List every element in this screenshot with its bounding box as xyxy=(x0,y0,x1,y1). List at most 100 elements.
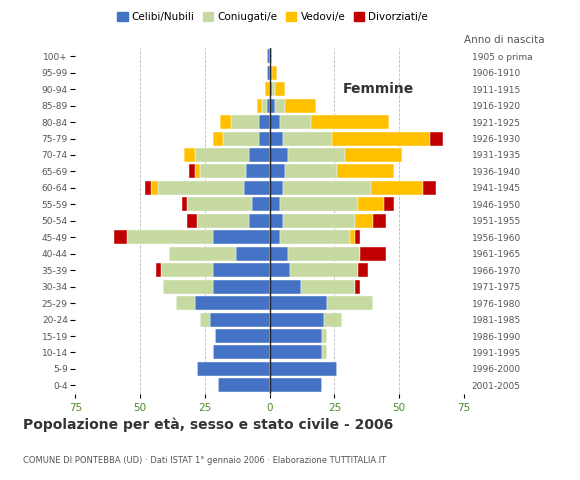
Bar xyxy=(355,280,360,294)
Bar xyxy=(151,181,158,195)
Bar xyxy=(182,197,187,211)
Bar xyxy=(176,296,194,310)
Bar xyxy=(270,230,280,244)
Bar xyxy=(285,98,316,113)
Bar xyxy=(272,66,277,80)
Bar xyxy=(270,165,285,179)
Bar xyxy=(270,98,275,113)
Bar xyxy=(213,346,270,360)
Bar xyxy=(355,230,360,244)
Bar xyxy=(327,296,374,310)
Bar xyxy=(210,312,270,326)
Bar xyxy=(270,263,291,277)
Bar xyxy=(311,115,389,129)
Bar xyxy=(321,346,327,360)
Bar xyxy=(282,214,355,228)
Bar xyxy=(213,263,270,277)
Bar xyxy=(146,181,151,195)
Bar xyxy=(358,263,368,277)
Bar xyxy=(270,247,288,261)
Bar xyxy=(231,115,259,129)
Bar xyxy=(301,280,355,294)
Bar xyxy=(218,378,270,392)
Bar xyxy=(164,280,213,294)
Bar xyxy=(337,165,394,179)
Bar xyxy=(270,197,280,211)
Bar xyxy=(194,165,200,179)
Bar xyxy=(270,346,321,360)
Bar xyxy=(270,280,301,294)
Bar xyxy=(430,132,443,145)
Bar xyxy=(267,98,270,113)
Bar xyxy=(161,263,213,277)
Bar xyxy=(324,312,342,326)
Text: COMUNE DI PONTEBBA (UD) · Dati ISTAT 1° gennaio 2006 · Elaborazione TUTTITALIA.I: COMUNE DI PONTEBBA (UD) · Dati ISTAT 1° … xyxy=(23,456,386,465)
Bar xyxy=(270,378,321,392)
Bar xyxy=(257,98,262,113)
Bar xyxy=(158,181,244,195)
Bar xyxy=(169,247,236,261)
Bar xyxy=(345,148,402,162)
Bar xyxy=(270,329,321,343)
Bar xyxy=(213,280,270,294)
Bar xyxy=(272,82,275,96)
Bar xyxy=(236,247,270,261)
Bar xyxy=(275,82,285,96)
Bar xyxy=(249,214,270,228)
Bar xyxy=(114,230,127,244)
Bar xyxy=(187,197,252,211)
Bar xyxy=(288,148,345,162)
Bar xyxy=(197,214,249,228)
Bar xyxy=(194,296,270,310)
Bar xyxy=(194,148,249,162)
Bar xyxy=(358,197,384,211)
Bar xyxy=(350,230,355,244)
Bar xyxy=(270,312,324,326)
Bar xyxy=(291,263,358,277)
Bar xyxy=(280,115,311,129)
Bar xyxy=(275,98,285,113)
Bar xyxy=(282,181,371,195)
Bar xyxy=(187,214,197,228)
Bar xyxy=(200,312,210,326)
Bar xyxy=(288,247,360,261)
Text: Anno di nascita: Anno di nascita xyxy=(464,35,545,45)
Text: Popolazione per età, sesso e stato civile - 2006: Popolazione per età, sesso e stato civil… xyxy=(23,418,393,432)
Bar xyxy=(262,98,267,113)
Bar xyxy=(270,66,272,80)
Bar xyxy=(244,181,270,195)
Bar xyxy=(213,132,223,145)
Bar xyxy=(190,165,194,179)
Bar xyxy=(374,214,386,228)
Bar xyxy=(127,230,213,244)
Bar xyxy=(280,230,350,244)
Bar xyxy=(270,362,337,376)
Bar xyxy=(321,329,327,343)
Bar xyxy=(270,82,272,96)
Bar xyxy=(270,115,280,129)
Bar xyxy=(252,197,270,211)
Bar xyxy=(280,197,358,211)
Bar xyxy=(184,148,194,162)
Text: Femmine: Femmine xyxy=(343,83,414,96)
Bar xyxy=(360,247,386,261)
Bar xyxy=(246,165,270,179)
Bar xyxy=(264,82,270,96)
Bar xyxy=(197,362,270,376)
Bar xyxy=(285,165,337,179)
Bar xyxy=(270,181,282,195)
Bar xyxy=(423,181,436,195)
Bar xyxy=(270,296,327,310)
Bar xyxy=(267,66,270,80)
Bar xyxy=(332,132,430,145)
Bar xyxy=(259,132,270,145)
Bar xyxy=(371,181,423,195)
Bar xyxy=(259,115,270,129)
Bar xyxy=(155,263,161,277)
Bar xyxy=(267,49,270,63)
Bar xyxy=(223,132,259,145)
Bar xyxy=(215,329,270,343)
Bar xyxy=(270,214,282,228)
Bar xyxy=(282,132,332,145)
Bar xyxy=(270,148,288,162)
